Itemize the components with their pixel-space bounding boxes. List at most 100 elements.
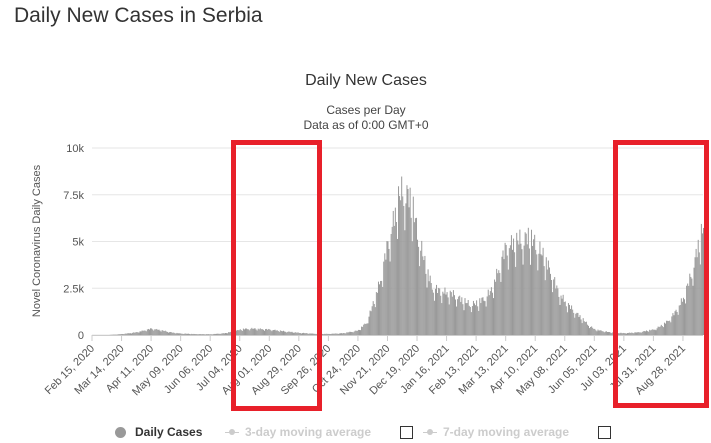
bar: [120, 334, 122, 335]
bar: [287, 331, 289, 335]
bar: [641, 331, 643, 335]
bar: [122, 334, 124, 335]
bar: [551, 279, 553, 335]
bar: [276, 330, 278, 335]
bar: [467, 300, 469, 335]
legend-item-3-day-average[interactable]: 3-day moving average: [225, 425, 371, 439]
bar: [158, 329, 160, 335]
bar: [576, 312, 578, 335]
bar: [432, 292, 434, 335]
bar: [366, 323, 368, 335]
bar: [379, 284, 381, 335]
bar: [186, 333, 188, 335]
bar: [522, 264, 524, 335]
bar: [558, 296, 560, 335]
bar: [193, 333, 195, 335]
bar: [562, 294, 564, 335]
bar: [449, 290, 451, 335]
bar: [125, 333, 127, 335]
bar: [460, 301, 462, 335]
bar: [297, 332, 299, 335]
legend-item-7-day-average[interactable]: 7-day moving average: [423, 425, 569, 439]
bar: [466, 303, 468, 335]
bar: [554, 277, 556, 335]
bar: [660, 324, 662, 335]
bar: [691, 278, 693, 335]
bar: [178, 333, 180, 335]
bar: [346, 332, 348, 335]
bar: [208, 334, 210, 335]
bar: [635, 332, 637, 335]
bar: [513, 238, 515, 335]
bar: [175, 333, 177, 335]
bar: [486, 296, 488, 335]
bar: [240, 330, 242, 335]
bar: [391, 226, 393, 335]
bar: [457, 299, 459, 335]
checkbox-7-day-average[interactable]: [598, 426, 611, 439]
bar: [461, 297, 463, 335]
bar: [212, 334, 214, 335]
bar: [602, 331, 604, 335]
bar: [229, 332, 231, 335]
bar: [253, 328, 255, 335]
legend: Daily Cases 3-day moving average 7-day m…: [0, 422, 711, 442]
bar: [503, 259, 505, 335]
bar: [603, 332, 605, 335]
bar: [342, 333, 344, 335]
bar: [241, 330, 243, 335]
bar: [474, 303, 476, 335]
bar: [668, 321, 670, 335]
bar: [150, 328, 152, 335]
bar: [559, 304, 561, 335]
bar: [134, 332, 136, 335]
bar: [203, 334, 205, 335]
bar: [118, 334, 120, 335]
bar: [600, 330, 602, 335]
bar: [259, 328, 261, 335]
bar: [542, 247, 544, 335]
checkbox-3-day-average[interactable]: [400, 426, 413, 439]
bar: [157, 330, 159, 335]
bar: [591, 326, 593, 335]
bar: [652, 329, 654, 335]
bar: [339, 333, 341, 335]
bar: [266, 328, 268, 335]
bar: [698, 252, 700, 335]
bar: [354, 330, 356, 335]
bar: [274, 329, 276, 335]
bar: [632, 332, 634, 335]
bar: [384, 253, 386, 335]
bar: [514, 252, 516, 335]
bar: [277, 331, 279, 335]
bar: [425, 273, 427, 335]
bar: [657, 326, 659, 335]
bar: [656, 328, 658, 335]
bar: [256, 330, 258, 335]
bar: [524, 232, 526, 335]
bar: [413, 222, 415, 335]
bar: [258, 329, 260, 335]
bar: [447, 297, 449, 335]
bar: [356, 330, 358, 335]
bar: [488, 295, 490, 335]
bar: [376, 292, 378, 335]
bar: [248, 329, 250, 335]
bar: [535, 249, 537, 335]
x-tick-label: Feb 15, 2020: [43, 343, 97, 397]
bar: [651, 329, 653, 335]
bar: [512, 249, 513, 335]
bar: [345, 333, 347, 335]
bar: [688, 285, 690, 335]
bar: [302, 333, 303, 335]
bar: [463, 310, 465, 335]
bar: [310, 333, 312, 335]
bar: [663, 322, 665, 335]
bar: [268, 328, 270, 335]
bar: [423, 260, 425, 335]
bar: [515, 266, 517, 335]
legend-label-daily-cases: Daily Cases: [135, 425, 203, 439]
bar: [418, 246, 420, 335]
legend-item-daily-cases[interactable]: Daily Cases: [115, 425, 202, 439]
bar: [465, 303, 467, 335]
